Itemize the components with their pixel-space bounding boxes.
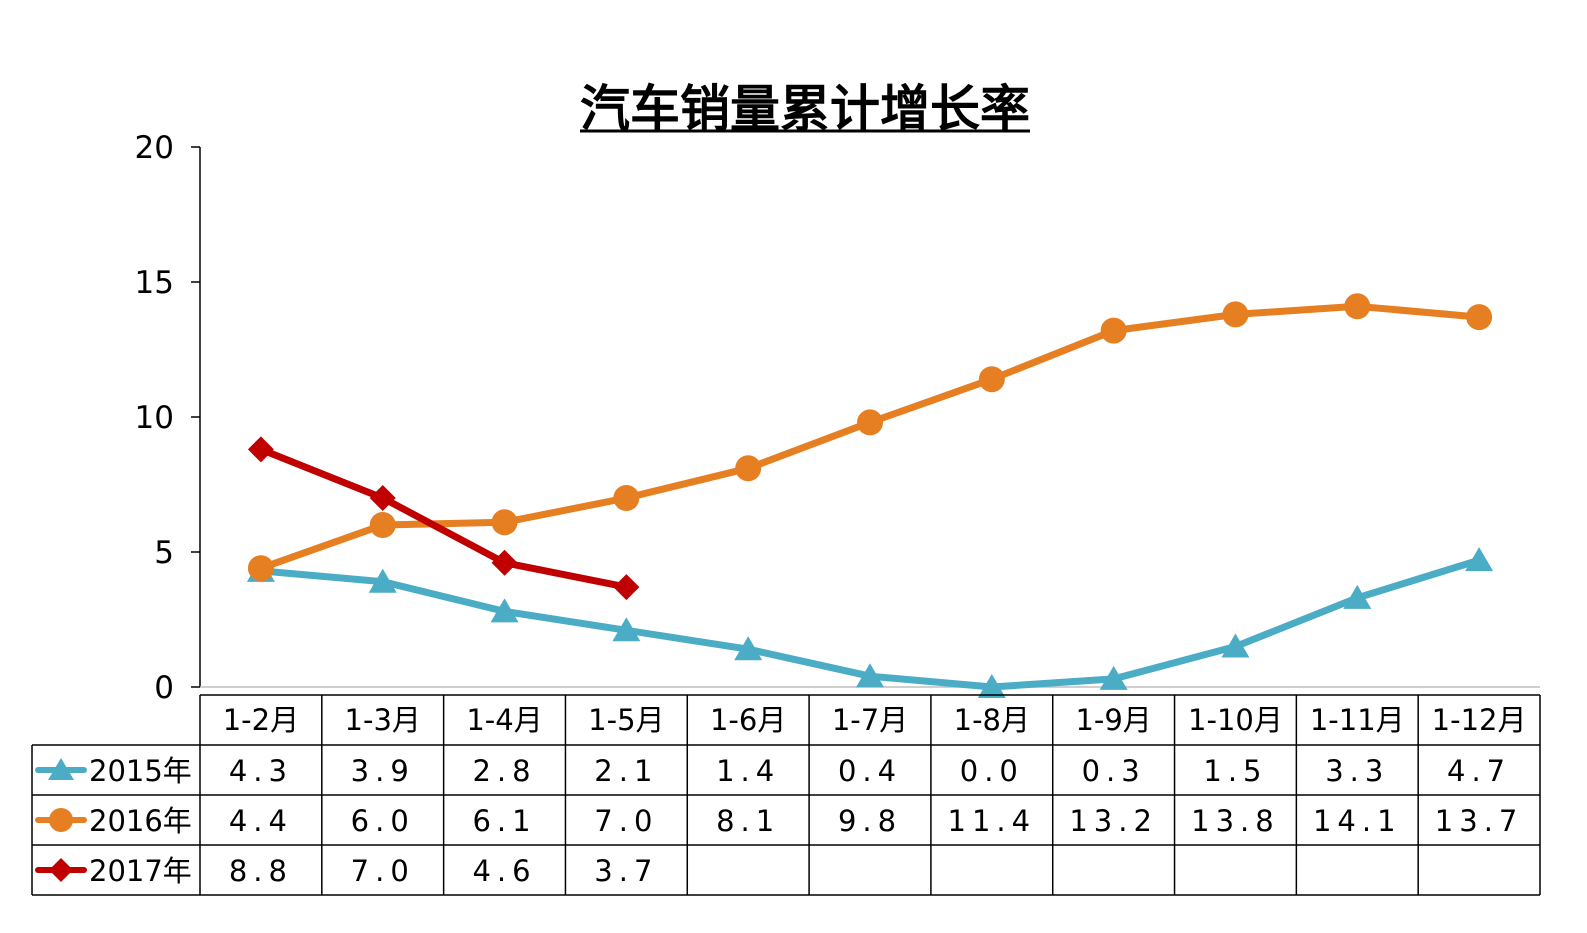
data-label: 3.9 bbox=[351, 754, 415, 788]
data-label: 0.3 bbox=[1082, 754, 1146, 788]
legend-key-marker bbox=[49, 858, 73, 882]
x-category-label: 1-10月 bbox=[1188, 703, 1283, 737]
series-line-3 bbox=[257, 445, 630, 591]
data-label: 4.7 bbox=[1447, 754, 1511, 788]
data-point bbox=[613, 485, 640, 511]
data-label: 2.1 bbox=[594, 754, 658, 788]
data-point bbox=[856, 663, 884, 688]
data-point bbox=[1221, 633, 1250, 658]
data-label: 13.8 bbox=[1191, 804, 1280, 838]
data-point bbox=[1222, 301, 1249, 328]
x-category-label: 1-7月 bbox=[832, 703, 908, 737]
data-label: 14.1 bbox=[1313, 804, 1402, 838]
legend-label: 2017年 bbox=[89, 854, 192, 888]
x-category-label: 1-12月 bbox=[1432, 703, 1527, 737]
data-point bbox=[490, 598, 519, 623]
series-markers bbox=[246, 293, 1494, 698]
y-tick-label: 0 bbox=[154, 670, 174, 706]
y-tick-label: 10 bbox=[135, 400, 174, 436]
data-point bbox=[1344, 293, 1371, 320]
chart-title: 汽车销量累计增长率 bbox=[580, 80, 1030, 138]
legend-label: 2015年 bbox=[89, 754, 192, 788]
data-label: 1.4 bbox=[716, 754, 780, 788]
data-label: 0.4 bbox=[838, 754, 902, 788]
x-category-label: 1-5月 bbox=[588, 703, 664, 737]
y-tick-label: 20 bbox=[135, 130, 174, 166]
data-point bbox=[491, 509, 518, 536]
data-point bbox=[978, 366, 1005, 393]
data-label: 11.4 bbox=[948, 804, 1037, 838]
data-point bbox=[369, 512, 396, 538]
data-point bbox=[1466, 304, 1493, 331]
data-label: 6.1 bbox=[472, 804, 536, 838]
data-label: 6.0 bbox=[351, 804, 415, 838]
data-point bbox=[491, 549, 518, 576]
series-lines bbox=[257, 302, 1483, 691]
data-label: 0.0 bbox=[960, 754, 1024, 788]
data-point bbox=[368, 568, 397, 593]
data-label: 4.4 bbox=[229, 804, 293, 838]
x-category-label: 1-2月 bbox=[223, 703, 299, 737]
data-label: 13.7 bbox=[1435, 804, 1524, 838]
data-point bbox=[1465, 547, 1494, 572]
data-label: 2.8 bbox=[472, 754, 536, 788]
data-label: 1.5 bbox=[1203, 754, 1267, 788]
x-category-label: 1-3月 bbox=[345, 703, 421, 737]
data-label: 8.1 bbox=[716, 804, 780, 838]
y-tick-label: 15 bbox=[135, 265, 174, 301]
legend-label: 2016年 bbox=[89, 804, 192, 838]
data-point bbox=[734, 636, 763, 661]
data-point bbox=[1100, 317, 1127, 344]
data-point bbox=[1343, 584, 1372, 609]
data-label: 3.7 bbox=[594, 854, 658, 888]
data-label: 3.3 bbox=[1325, 754, 1389, 788]
x-category-label: 1-8月 bbox=[954, 703, 1030, 737]
data-table: 1-2月 1-3月 1-4月 1-5月 1-6月 1-7月 1-8月 1-9月 1-10月 1-1… bbox=[31, 694, 1541, 896]
data-label: 7.0 bbox=[351, 854, 415, 888]
data-point bbox=[247, 555, 274, 582]
axis-layer: 0 5 10 15 20 bbox=[135, 130, 1540, 706]
y-tick-label: 5 bbox=[154, 535, 174, 571]
legend-key-marker bbox=[49, 808, 73, 832]
data-point bbox=[247, 436, 274, 463]
x-category-label: 1-11月 bbox=[1310, 703, 1405, 737]
data-label: 8.8 bbox=[229, 854, 293, 888]
data-point bbox=[857, 409, 883, 436]
data-label: 9.8 bbox=[838, 804, 902, 838]
data-point bbox=[369, 485, 396, 511]
data-point bbox=[977, 674, 1006, 698]
x-category-label: 1-9月 bbox=[1075, 703, 1151, 737]
data-label: 4.3 bbox=[229, 754, 293, 788]
data-point bbox=[612, 617, 641, 642]
data-point bbox=[735, 455, 762, 482]
data-point bbox=[1099, 665, 1128, 690]
x-category-label: 1-6月 bbox=[710, 703, 786, 737]
data-point bbox=[613, 574, 640, 601]
data-label: 7.0 bbox=[594, 804, 658, 838]
data-label: 4.6 bbox=[472, 854, 536, 888]
data-label: 13.2 bbox=[1069, 804, 1158, 838]
legend-key-marker bbox=[48, 758, 74, 780]
x-category-label: 1-4月 bbox=[466, 703, 542, 737]
